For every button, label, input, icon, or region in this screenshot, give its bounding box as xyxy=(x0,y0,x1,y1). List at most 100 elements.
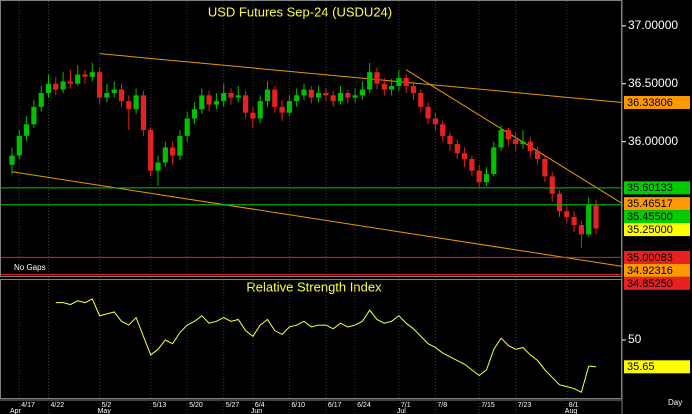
candle-body xyxy=(586,205,592,235)
candle-body xyxy=(272,89,278,107)
level-box xyxy=(624,250,690,264)
x-tick-label: 5/2 xyxy=(102,402,112,409)
candle-body xyxy=(542,159,548,177)
candle-body xyxy=(476,170,482,183)
gap-note: No Gaps xyxy=(14,263,46,272)
candle-body xyxy=(191,109,198,119)
month-label: May xyxy=(98,408,112,414)
candle-body xyxy=(45,83,52,94)
candle-body xyxy=(469,159,475,171)
candle-body xyxy=(418,93,424,107)
x-tick-label: 7/23 xyxy=(518,402,532,409)
candle-body xyxy=(535,150,541,160)
rsi-title: Relative Strength Index xyxy=(246,279,382,294)
candle-body xyxy=(374,72,380,84)
candle-body xyxy=(133,95,139,110)
candle-body xyxy=(82,74,88,77)
candle-body xyxy=(148,130,154,171)
candle-body xyxy=(381,83,387,90)
candle-body xyxy=(53,83,59,90)
candle-body xyxy=(549,176,555,194)
candle-body xyxy=(221,93,227,102)
candle-body xyxy=(126,101,132,110)
candle-body xyxy=(199,95,205,110)
candle-body xyxy=(556,193,563,212)
candle-body xyxy=(286,101,292,113)
x-tick-label: 6/17 xyxy=(328,402,342,409)
y-tick-label: 36.00000 xyxy=(628,134,678,148)
candle-body xyxy=(279,106,285,113)
candle-body xyxy=(491,147,497,175)
candle-body xyxy=(75,74,81,84)
candle-body xyxy=(67,81,73,84)
candle-body xyxy=(243,95,249,113)
candle-body xyxy=(410,86,417,94)
candle-body xyxy=(31,106,37,125)
candle-body xyxy=(308,89,314,98)
x-tick-label: 5/20 xyxy=(189,402,203,409)
candle-body xyxy=(513,139,519,144)
candle-body xyxy=(330,95,336,102)
chart-title: USD Futures Sep-24 (USDU24) xyxy=(208,4,392,19)
candle-body xyxy=(359,89,365,96)
candle-body xyxy=(104,93,110,98)
level-label: 34.85250 xyxy=(627,278,673,290)
candle-body xyxy=(447,135,453,144)
candle-body xyxy=(301,89,307,96)
candle-body xyxy=(257,101,263,119)
rsi-line xyxy=(55,298,597,393)
x-tick-label: 5/13 xyxy=(153,402,167,409)
y-tick-label: 36.50000 xyxy=(628,76,678,90)
candle-body xyxy=(389,86,395,90)
candle-body xyxy=(235,95,241,98)
candle-body xyxy=(316,93,322,98)
candle-body xyxy=(454,143,460,154)
trendline xyxy=(99,53,623,104)
level-box xyxy=(624,360,690,374)
candle-body xyxy=(396,77,402,87)
candle-body xyxy=(440,124,446,136)
candle-body xyxy=(571,216,577,226)
level-label: 35.65 xyxy=(627,361,655,373)
candle-body xyxy=(425,106,431,119)
candle-body xyxy=(9,155,15,165)
candle-body xyxy=(345,93,351,98)
candle-body xyxy=(89,72,95,77)
x-tick-label: 6/4 xyxy=(255,402,265,409)
candle-body xyxy=(264,89,271,102)
candle-body xyxy=(38,93,44,107)
x-tick-label: 7/1 xyxy=(401,402,411,409)
x-tick-label: 5/27 xyxy=(226,402,240,409)
candle-body xyxy=(206,95,212,105)
candle-body xyxy=(483,174,490,183)
candle-body xyxy=(250,112,256,119)
level-label: 35.60133 xyxy=(627,182,673,194)
candle-body xyxy=(118,89,125,102)
candle-body xyxy=(520,141,526,144)
candle-body xyxy=(403,77,409,87)
candle-body xyxy=(294,95,300,102)
y-tick-label: 50 xyxy=(628,332,642,346)
x-tick-label: 7/15 xyxy=(481,402,495,409)
candle-body xyxy=(213,101,219,105)
level-box xyxy=(624,210,690,224)
candle-body xyxy=(578,225,584,235)
candle-body xyxy=(162,147,168,163)
candle-body xyxy=(184,118,190,136)
candle-body xyxy=(155,162,161,171)
level-box xyxy=(624,263,690,277)
x-tick-label: 4/17 xyxy=(21,402,35,409)
level-label: 35.00083 xyxy=(627,252,673,264)
level-box xyxy=(624,96,690,110)
level-label: 35.45500 xyxy=(627,211,673,223)
month-label: Jun xyxy=(251,408,262,414)
candle-body xyxy=(593,205,599,229)
candle-body xyxy=(432,118,438,125)
candle-body xyxy=(564,211,570,217)
candle-body xyxy=(228,93,234,98)
candle-body xyxy=(462,153,468,160)
trendline xyxy=(405,69,623,205)
